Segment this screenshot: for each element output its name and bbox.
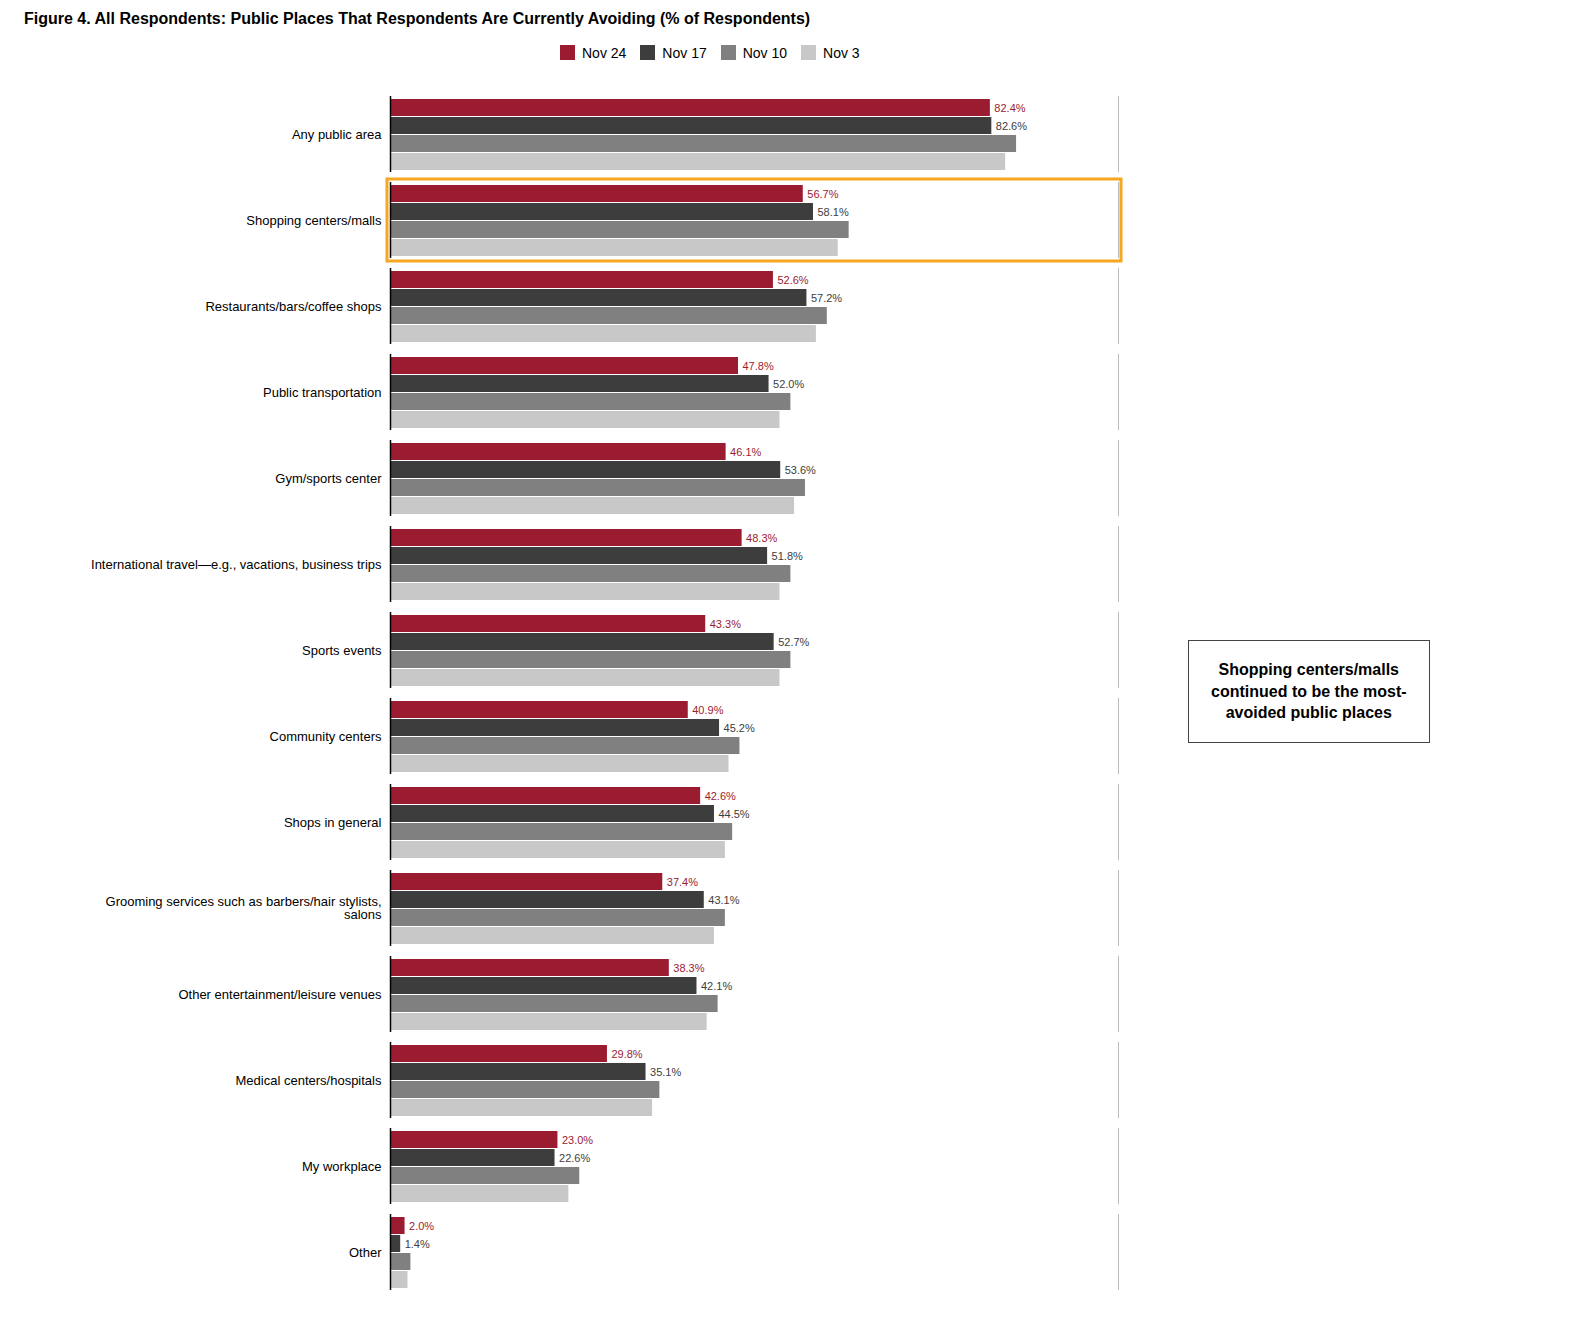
svg-text:Other entertainment/leisure ve: Other entertainment/leisure venues [178,987,382,1002]
html-text:Nov 17: Nov 17 [662,44,707,61]
html-text:Figure 4. All Respondents: Pub: Figure 4. All Respondents: Public Places… [24,10,811,27]
svg-text:Grooming services such as barb: Grooming services such as barbers/hair s… [106,894,382,922]
svg-text:Shopping centers/malls: Shopping centers/malls [246,213,382,228]
svg-text:58.1%: 58.1% [817,206,848,218]
svg-text:International travel—e.g., vac: International travel—e.g., vacations, bu… [91,557,382,572]
svg-text:45.2%: 45.2% [724,722,755,734]
svg-text:52.0%: 52.0% [773,378,804,390]
svg-text:40.9%: 40.9% [692,704,723,716]
svg-text:2.0%: 2.0% [409,1220,434,1232]
svg-text:37.4%: 37.4% [667,876,698,888]
svg-text:Public transportation: Public transportation [263,385,382,400]
svg-text:Shops in general: Shops in general [284,815,382,830]
svg-text:38.3%: 38.3% [673,962,704,974]
svg-text:Other: Other [349,1245,382,1260]
svg-text:56.7%: 56.7% [807,188,838,200]
svg-text:43.1%: 43.1% [708,894,739,906]
html-text:Nov 24: Nov 24 [582,44,627,61]
svg-text:52.7%: 52.7% [778,636,809,648]
svg-text:47.8%: 47.8% [742,360,773,372]
svg-text:22.6%: 22.6% [559,1152,590,1164]
svg-text:Any public area: Any public area [292,127,382,142]
svg-text:35.1%: 35.1% [650,1066,681,1078]
svg-text:42.1%: 42.1% [701,980,732,992]
svg-text:51.8%: 51.8% [772,550,803,562]
svg-text:Sports events: Sports events [302,643,382,658]
svg-text:43.3%: 43.3% [710,618,741,630]
svg-text:52.6%: 52.6% [777,274,808,286]
svg-text:1.4%: 1.4% [405,1238,430,1250]
html-text:Shopping centers/malls continu: Shopping centers/malls continued to be t… [1211,661,1407,722]
svg-text:My workplace: My workplace [302,1159,381,1174]
svg-text:82.6%: 82.6% [996,120,1027,132]
svg-text:57.2%: 57.2% [811,292,842,304]
svg-text:Restaurants/bars/coffee shops: Restaurants/bars/coffee shops [205,299,382,314]
svg-text:82.4%: 82.4% [994,102,1025,114]
html-text:Nov 3: Nov 3 [823,44,860,61]
html-text:Nov 10: Nov 10 [742,44,788,61]
svg-text:53.6%: 53.6% [785,464,816,476]
svg-text:48.3%: 48.3% [746,532,777,544]
svg-text:29.8%: 29.8% [611,1048,642,1060]
svg-text:Gym/sports center: Gym/sports center [275,471,382,486]
svg-text:44.5%: 44.5% [718,808,749,820]
svg-text:23.0%: 23.0% [562,1134,593,1146]
svg-text:Community centers: Community centers [270,729,382,744]
svg-text:46.1%: 46.1% [730,446,761,458]
svg-text:42.6%: 42.6% [705,790,736,802]
svg-text:Medical centers/hospitals: Medical centers/hospitals [236,1073,382,1088]
